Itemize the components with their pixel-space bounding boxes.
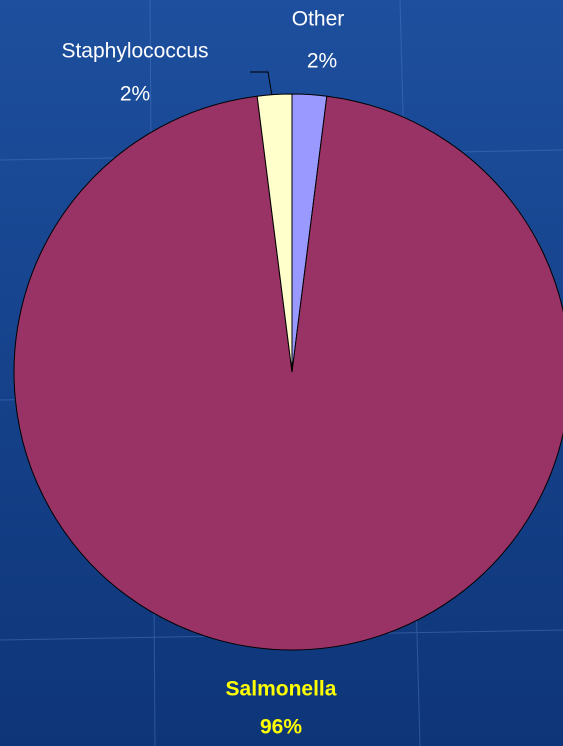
slice-label: Salmonella — [226, 678, 337, 701]
pie — [13, 93, 563, 651]
slice-label: Staphylococcus — [61, 40, 208, 63]
leader-line — [250, 71, 273, 97]
slice-label: Other — [292, 8, 345, 31]
slice-value-label: 2% — [307, 50, 337, 73]
pie-slice — [256, 93, 293, 373]
slice-value-label: 96% — [260, 716, 302, 739]
pie-slice — [13, 95, 563, 651]
slice-value-label: 2% — [120, 83, 150, 106]
